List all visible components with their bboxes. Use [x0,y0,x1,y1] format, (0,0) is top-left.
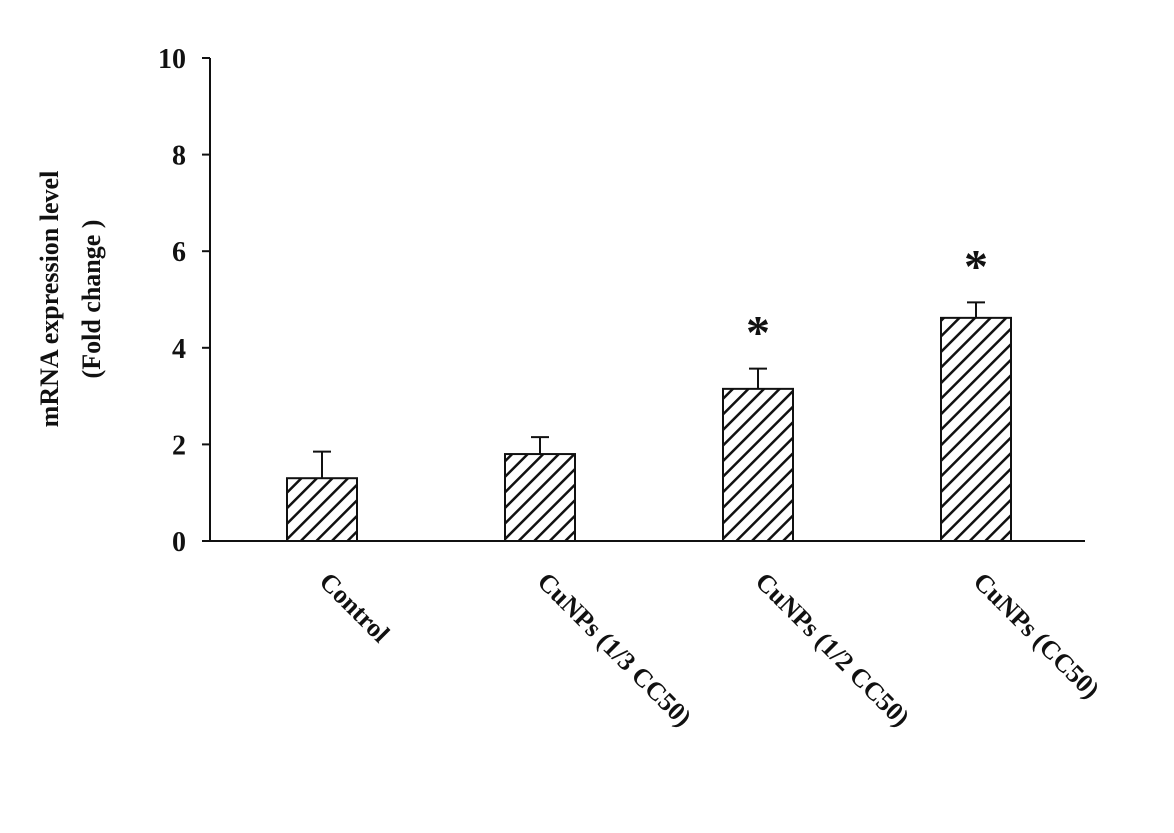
y-tick-label: 4 [172,334,186,365]
bar [504,453,576,542]
significance-marker: * [746,307,770,360]
y-tick-label: 6 [172,237,186,268]
x-tick-label: Control [314,567,395,648]
y-tick-label: 2 [172,430,186,461]
y-axis-title-line-2: (Fold change ) [77,220,106,379]
y-tick-label: 0 [172,527,186,558]
x-tick-label: CuNPs (1/3 CC50) [532,567,698,733]
y-axis-title: mRNA expression level (Fold change ) [35,171,106,428]
x-tick-label: CuNPs (CC50) [968,567,1105,704]
bar [286,477,358,542]
y-tick-label: 10 [158,44,186,75]
bar [722,387,794,543]
bar [940,316,1012,542]
x-tick-label: CuNPs (1/2 CC50) [750,567,916,733]
significance-marker: * [964,240,988,293]
y-tick-label: 8 [172,141,186,172]
y-axis-title-line-1: mRNA expression level [35,171,64,428]
bars [286,301,1012,543]
